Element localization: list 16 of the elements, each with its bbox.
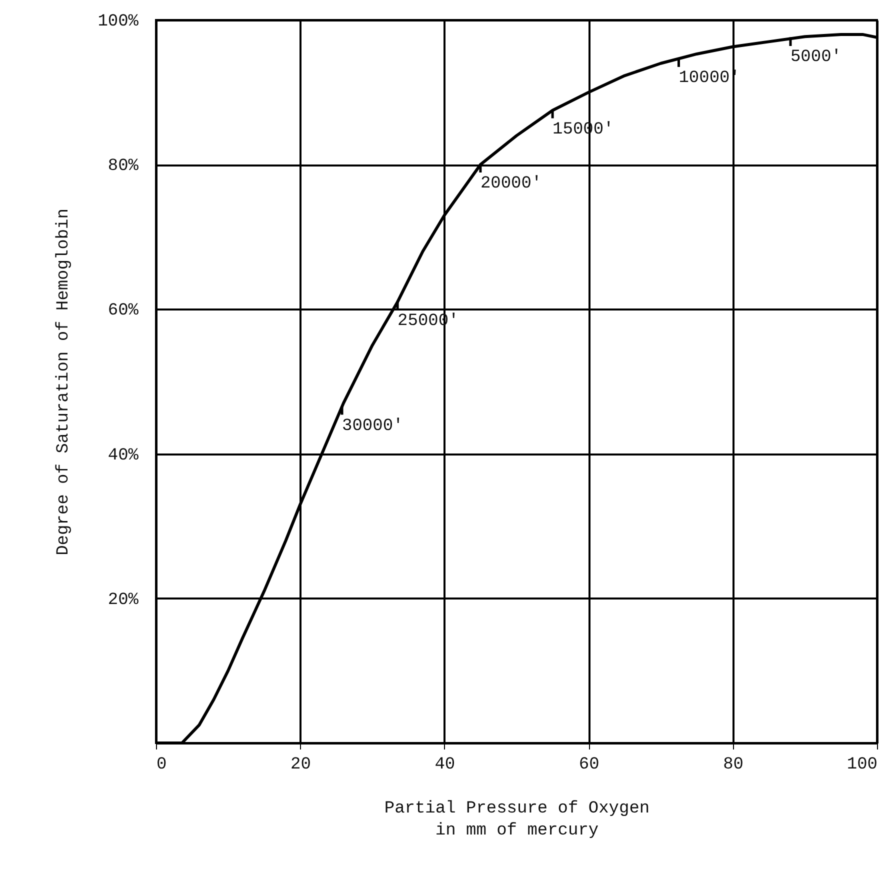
x-tick-label: 20: [290, 756, 311, 774]
annotation: 30000': [342, 416, 404, 436]
x-tick-label: 100: [846, 756, 878, 774]
x-axis-title: Partial Pressure of Oxygen in mm of mercury: [384, 800, 650, 840]
annotation: 20000': [480, 174, 542, 194]
x-tick-label: 80: [723, 756, 744, 774]
x-tick-label: 0: [156, 756, 167, 774]
y-tick-label: 100%: [98, 12, 140, 32]
y-tick-label: 20%: [108, 590, 140, 610]
annotation: 5000': [790, 48, 842, 68]
y-tick-label: 40%: [108, 446, 140, 466]
y-tick-label: 80%: [108, 157, 140, 176]
y-axis-title: Degree of Saturation of Hemoglobin: [54, 208, 74, 556]
x-tick-label: 60: [578, 756, 600, 774]
x-tick-label: 40: [434, 756, 456, 774]
y-tick-label: 60%: [108, 302, 140, 321]
